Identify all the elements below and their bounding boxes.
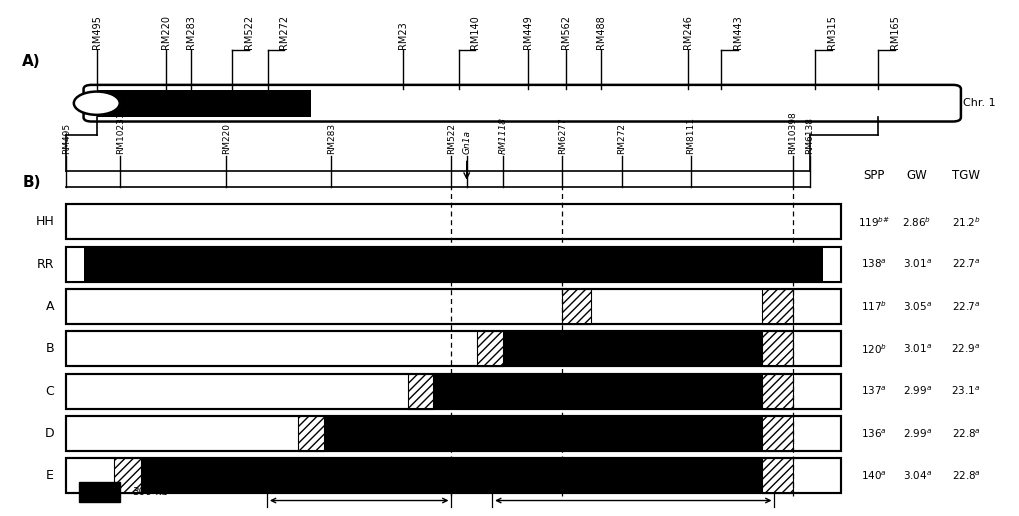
Text: RM522: RM522 — [244, 15, 254, 50]
Text: RM6277: RM6277 — [558, 118, 567, 154]
Text: RM23: RM23 — [397, 22, 408, 50]
Bar — [408, 374, 433, 409]
Text: GW: GW — [907, 169, 927, 182]
Bar — [762, 416, 793, 451]
Bar — [66, 416, 841, 451]
Text: RM1118: RM1118 — [499, 117, 507, 154]
Bar — [762, 374, 793, 409]
Bar — [477, 331, 503, 366]
Text: 22.7$^{a}$: 22.7$^{a}$ — [952, 258, 980, 270]
Text: 22.7$^{a}$: 22.7$^{a}$ — [952, 300, 980, 313]
Text: RM220: RM220 — [222, 123, 230, 154]
Bar — [562, 289, 591, 324]
Text: RM315: RM315 — [826, 15, 837, 50]
Bar — [66, 331, 841, 366]
Bar — [66, 374, 841, 409]
Text: 21.2$^{b}$: 21.2$^{b}$ — [952, 215, 980, 229]
Text: RM283: RM283 — [185, 15, 196, 50]
Bar — [324, 416, 762, 451]
Bar — [823, 247, 841, 282]
Text: 22.9$^{a}$: 22.9$^{a}$ — [952, 343, 980, 355]
Bar — [66, 458, 841, 493]
Bar — [66, 247, 841, 282]
Text: TGW: TGW — [952, 169, 980, 182]
Bar — [66, 247, 84, 282]
Text: 117$^{b}$: 117$^{b}$ — [861, 300, 888, 313]
Bar — [66, 331, 841, 366]
Text: RM165: RM165 — [890, 15, 900, 50]
Bar — [66, 374, 841, 409]
Text: RM562: RM562 — [560, 15, 571, 50]
Text: RM220: RM220 — [161, 15, 171, 50]
Bar — [79, 482, 120, 502]
Circle shape — [73, 91, 120, 115]
Text: 140$^{a}$: 140$^{a}$ — [861, 470, 888, 482]
Text: E: E — [46, 469, 54, 482]
Text: RM488: RM488 — [596, 15, 606, 50]
Text: C: C — [45, 384, 54, 398]
Bar — [141, 458, 762, 493]
Text: RM6138: RM6138 — [806, 117, 814, 154]
Text: A): A) — [22, 54, 41, 69]
Text: RM140: RM140 — [470, 15, 480, 50]
Text: RM495: RM495 — [92, 15, 102, 50]
Bar — [66, 416, 841, 451]
Bar — [66, 247, 841, 282]
Bar — [66, 289, 841, 324]
Text: RM495: RM495 — [62, 123, 70, 154]
Bar — [762, 331, 793, 366]
Text: RR: RR — [37, 257, 54, 271]
Text: 119$^{b\#}$: 119$^{b\#}$ — [858, 215, 891, 229]
Text: 2.86$^{b}$: 2.86$^{b}$ — [903, 215, 931, 229]
Text: RM272: RM272 — [618, 123, 626, 154]
Text: RM272: RM272 — [279, 15, 289, 50]
Text: RM443: RM443 — [733, 15, 743, 50]
Bar — [66, 204, 841, 239]
Bar — [66, 204, 841, 239]
Text: 136$^{a}$: 136$^{a}$ — [861, 427, 888, 440]
Bar — [66, 289, 841, 324]
Text: HH: HH — [36, 215, 54, 229]
Bar — [762, 458, 793, 493]
Text: 120$^{b}$: 120$^{b}$ — [861, 342, 888, 356]
Bar — [97, 89, 311, 117]
Text: RM10231: RM10231 — [116, 111, 124, 154]
Text: SPP: SPP — [864, 169, 884, 182]
Text: Chr. 1: Chr. 1 — [963, 98, 996, 108]
Text: 3.04$^{a}$: 3.04$^{a}$ — [903, 470, 931, 482]
Text: 3.01$^{a}$: 3.01$^{a}$ — [903, 343, 931, 355]
Bar — [503, 331, 762, 366]
FancyBboxPatch shape — [84, 85, 961, 121]
Text: A: A — [46, 300, 54, 313]
Text: 2.99$^{a}$: 2.99$^{a}$ — [903, 427, 931, 440]
Text: D: D — [45, 427, 54, 440]
Text: $\it{qTGW1, qGW1}$: $\it{qTGW1, qGW1}$ — [595, 475, 672, 489]
Text: 2.99$^{a}$: 2.99$^{a}$ — [903, 385, 931, 397]
Text: 300-kb: 300-kb — [132, 487, 168, 497]
Text: RM246: RM246 — [683, 15, 693, 50]
Text: Gn1a: Gn1a — [463, 130, 471, 154]
Text: RM522: RM522 — [447, 123, 455, 154]
Text: 23.1$^{a}$: 23.1$^{a}$ — [952, 385, 980, 397]
Text: 137$^{a}$: 137$^{a}$ — [861, 385, 888, 397]
Text: 22.8$^{a}$: 22.8$^{a}$ — [952, 427, 980, 440]
Bar — [298, 416, 324, 451]
Text: RM449: RM449 — [523, 15, 533, 50]
Text: $\it{qSPP1}$: $\it{qSPP1}$ — [342, 475, 376, 489]
Text: 3.05$^{a}$: 3.05$^{a}$ — [903, 300, 931, 313]
Text: RM8111: RM8111 — [687, 117, 695, 154]
Text: RM10398: RM10398 — [789, 111, 797, 154]
Text: B: B — [46, 342, 54, 356]
Bar — [762, 289, 793, 324]
Text: B): B) — [22, 175, 41, 190]
Text: 3.01$^{a}$: 3.01$^{a}$ — [903, 258, 931, 270]
Text: 22.8$^{a}$: 22.8$^{a}$ — [952, 470, 980, 482]
Text: RM283: RM283 — [327, 123, 335, 154]
Text: 138$^{a}$: 138$^{a}$ — [861, 258, 888, 270]
Bar — [66, 458, 841, 493]
Bar — [114, 458, 141, 493]
Bar — [433, 374, 762, 409]
